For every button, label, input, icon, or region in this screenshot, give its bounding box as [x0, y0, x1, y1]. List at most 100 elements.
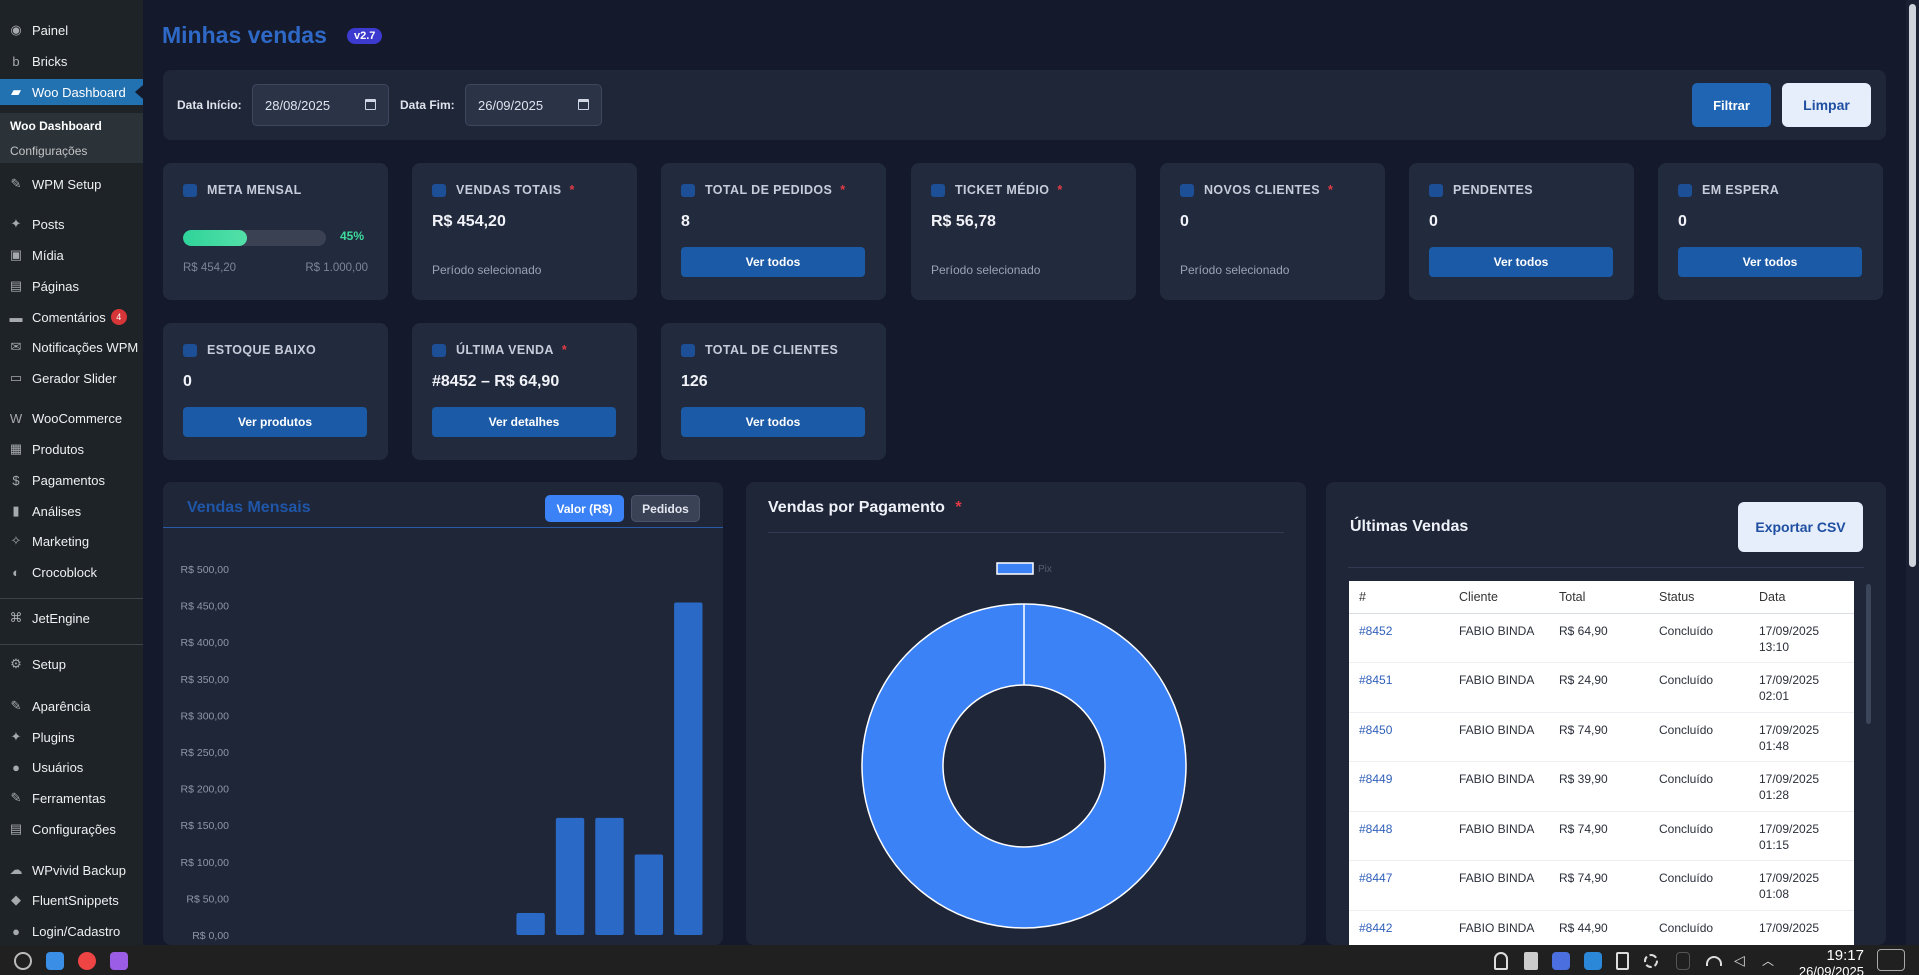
toggle-pedidos-button[interactable]: Pedidos — [631, 495, 700, 522]
sidebar-item[interactable]: ✦ Plugins — [0, 724, 143, 750]
outlook-icon[interactable] — [1584, 952, 1602, 970]
clipboard-icon[interactable] — [1616, 952, 1629, 970]
bar[interactable] — [674, 602, 703, 935]
total-cell: R$ 39,90 — [1549, 761, 1649, 812]
card-title: NOVOS CLIENTES — [1204, 183, 1321, 197]
sidebar-item[interactable]: ◐ Crocoblock — [0, 559, 143, 585]
clock-date: 26/09/2025 — [1798, 964, 1864, 975]
end-date-label: Data Fim: — [400, 98, 455, 112]
bricks-icon: b — [12, 53, 20, 69]
order-id-link[interactable]: #8449 — [1349, 761, 1449, 812]
sidebar-item[interactable]: ✎ Ferramentas — [0, 785, 143, 811]
sidebar-item-label: Páginas — [32, 278, 79, 294]
sidebar-item[interactable]: ✦ Posts — [0, 211, 143, 237]
sidebar-item[interactable]: ◆ FluentSnippets — [0, 887, 143, 913]
order-id-link[interactable]: #8442 — [1349, 910, 1449, 945]
date-cell: 17/09/2025 01:15 — [1749, 811, 1854, 861]
bar[interactable] — [516, 913, 545, 935]
latest-sales-table: # Cliente Total Status Data #8452 FABIO BINDA… — [1349, 581, 1854, 945]
admin-sidebar: ◉ Painel b Bricks ▰ Woo Dashboard ✎ WPM Setup ✦ P… — [0, 0, 143, 945]
sidebar-item[interactable]: ▭ Gerador Slider — [0, 365, 143, 391]
order-id-link[interactable]: #8451 — [1349, 662, 1449, 713]
ver-produtos-button[interactable]: Ver produtos — [183, 407, 367, 437]
sidebar-item[interactable]: ✎ WPM Setup — [0, 171, 143, 197]
teams-icon[interactable] — [1552, 952, 1570, 970]
sidebar-item-label: Ferramentas — [32, 790, 106, 806]
finder-icon[interactable] — [46, 952, 64, 970]
ver-todos-button[interactable]: Ver todos — [681, 247, 865, 277]
bar[interactable] — [634, 854, 664, 935]
page-scrollbar[interactable] — [1906, 0, 1919, 945]
sidebar-item-label: Aparência — [32, 698, 91, 714]
order-id-link[interactable]: #8448 — [1349, 811, 1449, 861]
order-id-link[interactable]: #8447 — [1349, 860, 1449, 911]
app-icon[interactable] — [110, 952, 128, 970]
sidebar-item[interactable]: ▰ Woo Dashboard — [0, 79, 143, 105]
sidebar-item[interactable]: ▣ Mídia — [0, 242, 143, 268]
legend-swatch[interactable] — [996, 562, 1034, 575]
slider-icon: ▭ — [9, 370, 23, 385]
brightness-icon[interactable] — [1644, 954, 1658, 968]
sidebar-item[interactable]: $ Pagamentos — [0, 467, 143, 493]
sidebar-item[interactable]: ✎ Aparência — [0, 693, 143, 719]
submenu-item[interactable]: Configurações — [10, 143, 88, 158]
sidebar-item[interactable]: ▤ Configurações — [0, 816, 143, 842]
chrome-icon[interactable] — [78, 952, 96, 970]
sidebar-item[interactable]: ⌘ JetEngine — [0, 605, 143, 631]
fingerprint-icon[interactable] — [14, 952, 32, 970]
export-csv-button[interactable]: Exportar CSV — [1738, 502, 1863, 552]
donut-slice[interactable] — [861, 603, 1187, 929]
sidebar-item[interactable]: ● Usuários — [0, 754, 143, 780]
start-date-input[interactable]: 28/08/2025 — [252, 84, 389, 126]
ver-detalhes-button[interactable]: Ver detalhes — [432, 407, 616, 437]
order-id-link[interactable]: #8450 — [1349, 712, 1449, 762]
volume-icon[interactable]: ◁ — [1734, 952, 1745, 968]
sidebar-item[interactable]: ▤ Páginas — [0, 273, 143, 299]
sidebar-item[interactable]: ▬ Comentários 4 — [0, 304, 143, 330]
battery-icon[interactable] — [1676, 952, 1690, 970]
card-title: TOTAL DE PEDIDOS — [705, 183, 833, 197]
show-desktop-button[interactable] — [1877, 949, 1905, 971]
bar[interactable] — [595, 817, 624, 935]
clear-button[interactable]: Limpar — [1782, 83, 1871, 127]
sidebar-item-label: Plugins — [32, 729, 75, 745]
calendar-icon[interactable] — [578, 99, 589, 110]
ver-todos-button[interactable]: Ver todos — [681, 407, 865, 437]
submenu-item[interactable]: Woo Dashboard — [10, 118, 102, 133]
system-clock[interactable]: 19:17 26/09/2025 — [1799, 947, 1864, 975]
ver-todos-button[interactable]: Ver todos — [1678, 247, 1862, 277]
order-id-link[interactable]: #8452 — [1349, 613, 1449, 663]
sidebar-item[interactable]: ✉ Notificações WPM — [0, 334, 143, 360]
total-cell: R$ 74,90 — [1549, 860, 1649, 911]
sidebar-item-label: Comentários — [32, 309, 106, 325]
wifi-icon[interactable] — [1706, 956, 1722, 966]
sidebar-item[interactable]: ▮ Análises — [0, 498, 143, 524]
y-tick-label: R$ 350,00 — [181, 674, 230, 686]
sidebar-item-label: JetEngine — [32, 610, 90, 626]
sidebar-item[interactable]: ◉ Painel — [0, 17, 143, 43]
sidebar-item[interactable]: ▦ Produtos — [0, 436, 143, 462]
sidebar-item[interactable]: ● Login/Cadastro — [0, 918, 143, 944]
page-scrollbar-thumb[interactable] — [1909, 4, 1916, 567]
calendar-icon[interactable] — [365, 99, 376, 110]
card-title: EM ESPERA — [1702, 183, 1780, 197]
notification-bell-icon[interactable] — [1494, 952, 1508, 970]
app-icon[interactable] — [1524, 952, 1538, 970]
hourglass-icon — [1429, 183, 1443, 197]
chevron-up-icon[interactable]: ︿ — [1762, 954, 1775, 968]
payment-panel: Vendas por Pagamento * Pix — [746, 482, 1306, 945]
croco-icon: ◐ — [12, 564, 20, 580]
sidebar-item[interactable]: ✧ Marketing — [0, 528, 143, 554]
sidebar-item[interactable]: ☁ WPvivid Backup — [0, 857, 143, 883]
filter-button[interactable]: Filtrar — [1692, 83, 1771, 127]
sidebar-item[interactable]: b Bricks — [0, 48, 143, 74]
sidebar-item[interactable]: ⚙ Setup — [0, 651, 143, 677]
table-row: #8442 FABIO BINDA R$ 44,90 Concluído 17/09/2… — [1349, 910, 1854, 945]
version-badge: v2.7 — [347, 28, 383, 44]
ver-todos-button[interactable]: Ver todos — [1429, 247, 1613, 277]
sidebar-item[interactable]: W WooCommerce — [0, 405, 143, 431]
bar[interactable] — [555, 817, 585, 935]
toggle-valor-button[interactable]: Valor (R$) — [545, 495, 624, 522]
table-scrollbar[interactable] — [1866, 584, 1871, 724]
end-date-input[interactable]: 26/09/2025 — [465, 84, 602, 126]
